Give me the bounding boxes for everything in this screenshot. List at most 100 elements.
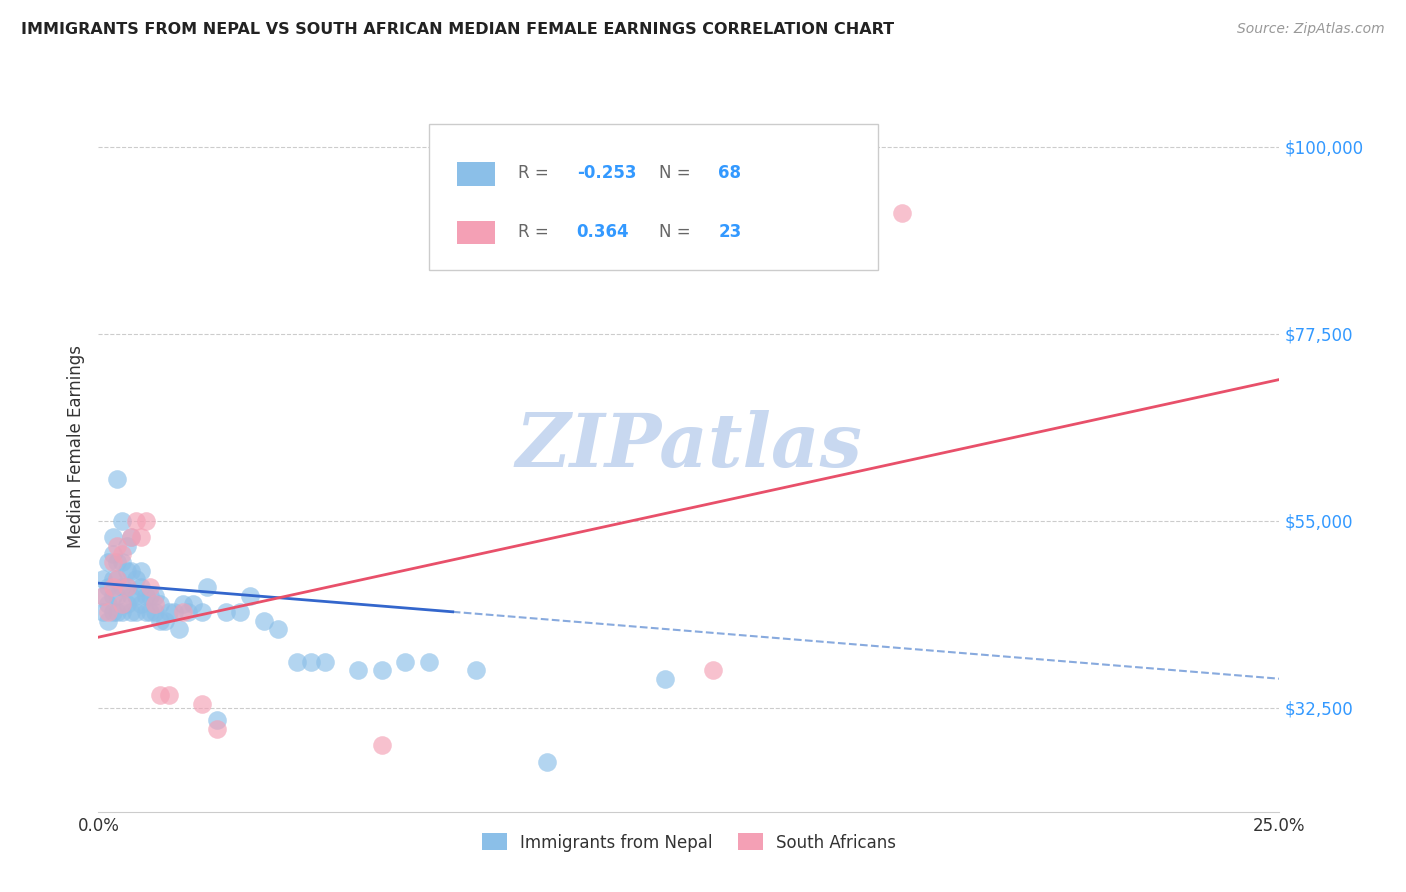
Point <box>149 614 172 628</box>
Point <box>101 555 124 569</box>
Point <box>157 605 180 619</box>
Point <box>101 547 124 561</box>
Point <box>101 605 124 619</box>
Point <box>97 614 120 628</box>
Point <box>97 555 120 569</box>
Point <box>149 597 172 611</box>
Point <box>195 580 218 594</box>
Point <box>149 689 172 703</box>
Point <box>129 530 152 544</box>
Point <box>121 564 143 578</box>
Point <box>139 580 162 594</box>
Point <box>215 605 238 619</box>
Point <box>105 589 128 603</box>
Point <box>654 672 676 686</box>
Point <box>314 655 336 669</box>
Point <box>229 605 252 619</box>
Point <box>101 589 124 603</box>
Point <box>105 539 128 553</box>
Point <box>702 664 724 678</box>
Point <box>536 755 558 769</box>
Point <box>121 589 143 603</box>
Point <box>172 605 194 619</box>
Text: R =: R = <box>517 223 560 241</box>
Point <box>91 605 114 619</box>
Point <box>135 605 157 619</box>
FancyBboxPatch shape <box>429 124 877 270</box>
Point <box>299 655 322 669</box>
Point <box>253 614 276 628</box>
Point <box>465 664 488 678</box>
Point <box>129 564 152 578</box>
Text: 23: 23 <box>718 223 742 241</box>
FancyBboxPatch shape <box>457 220 495 244</box>
Point <box>139 605 162 619</box>
Legend: Immigrants from Nepal, South Africans: Immigrants from Nepal, South Africans <box>475 827 903 858</box>
Text: ZIPatlas: ZIPatlas <box>516 409 862 483</box>
Point <box>135 514 157 528</box>
Point <box>394 655 416 669</box>
Point <box>125 514 148 528</box>
Text: IMMIGRANTS FROM NEPAL VS SOUTH AFRICAN MEDIAN FEMALE EARNINGS CORRELATION CHART: IMMIGRANTS FROM NEPAL VS SOUTH AFRICAN M… <box>21 22 894 37</box>
Point <box>97 605 120 619</box>
Point <box>205 714 228 728</box>
Point <box>115 580 138 594</box>
Point <box>97 580 120 594</box>
Point <box>239 589 262 603</box>
Point <box>105 605 128 619</box>
Point <box>105 572 128 586</box>
Text: Source: ZipAtlas.com: Source: ZipAtlas.com <box>1237 22 1385 37</box>
Point <box>111 514 134 528</box>
Point <box>172 597 194 611</box>
Point <box>139 589 162 603</box>
FancyBboxPatch shape <box>457 162 495 186</box>
Point <box>129 580 152 594</box>
Point <box>177 605 200 619</box>
Point <box>890 206 912 220</box>
Point <box>105 572 128 586</box>
Point <box>205 722 228 736</box>
Point <box>153 614 176 628</box>
Point <box>115 539 138 553</box>
Point <box>125 605 148 619</box>
Point <box>115 597 138 611</box>
Point <box>418 655 440 669</box>
Point <box>163 605 186 619</box>
Point <box>121 530 143 544</box>
Point <box>371 664 394 678</box>
Point <box>191 605 214 619</box>
Point <box>181 597 204 611</box>
Point <box>101 580 124 594</box>
Text: R =: R = <box>517 164 554 182</box>
Point <box>111 605 134 619</box>
Point <box>97 597 120 611</box>
Point <box>125 572 148 586</box>
Text: N =: N = <box>659 223 696 241</box>
Point <box>143 589 166 603</box>
Point <box>111 555 134 569</box>
Point <box>143 605 166 619</box>
Text: -0.253: -0.253 <box>576 164 637 182</box>
Point <box>267 622 290 636</box>
Point <box>371 738 394 752</box>
Y-axis label: Median Female Earnings: Median Female Earnings <box>66 344 84 548</box>
Point <box>115 580 138 594</box>
Point <box>143 597 166 611</box>
Point <box>91 589 114 603</box>
Point <box>111 547 134 561</box>
Point <box>285 655 308 669</box>
Point <box>129 597 152 611</box>
Point <box>101 572 124 586</box>
Text: 0.364: 0.364 <box>576 223 630 241</box>
Point <box>105 555 128 569</box>
Point <box>121 605 143 619</box>
Point <box>135 589 157 603</box>
Point <box>91 572 114 586</box>
Text: 68: 68 <box>718 164 741 182</box>
Point <box>91 589 114 603</box>
Text: N =: N = <box>659 164 696 182</box>
Point <box>167 622 190 636</box>
Point <box>115 564 138 578</box>
Point <box>105 472 128 486</box>
Point <box>111 580 134 594</box>
